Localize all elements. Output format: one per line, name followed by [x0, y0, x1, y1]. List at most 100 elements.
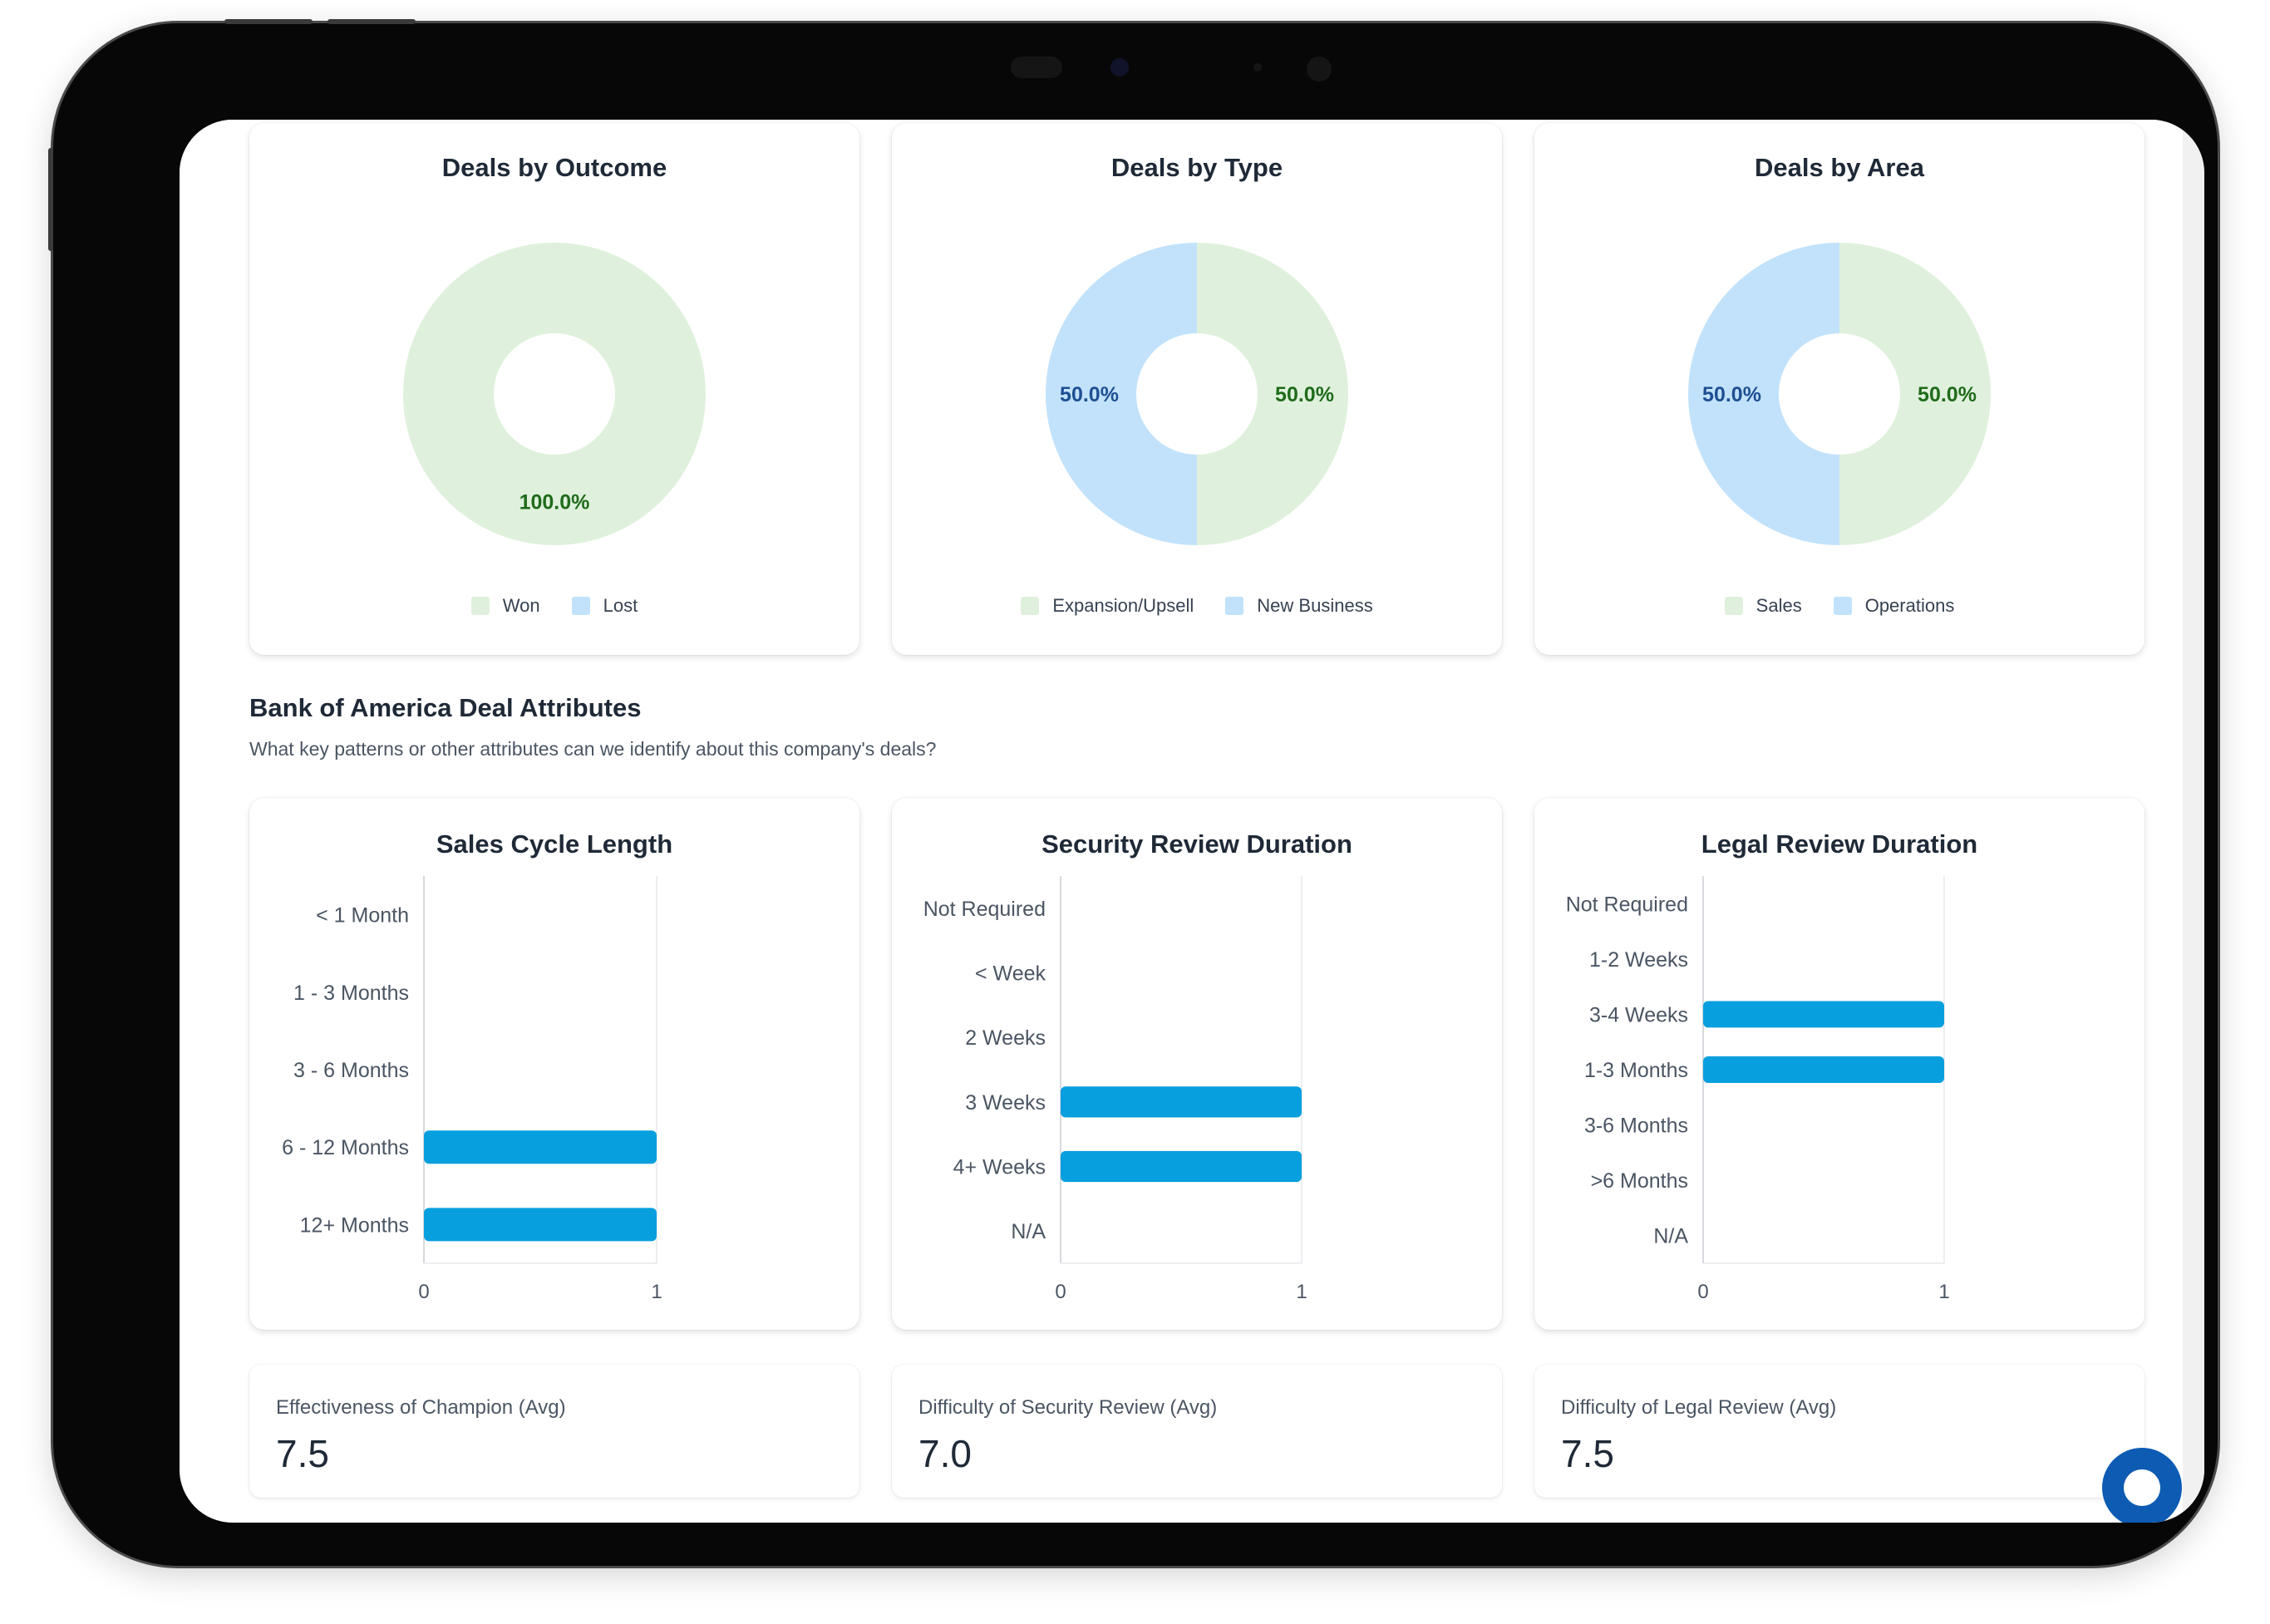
legend-label: Expansion/Upsell	[1052, 595, 1194, 616]
legend-item-expansion[interactable]: Expansion/Upsell	[1021, 595, 1194, 617]
legal-review-duration-card: Legal Review Duration Not Required 1-2 We…	[1534, 798, 2144, 1330]
champion-effectiveness-card: Effectiveness of Champion (Avg) 7.5	[249, 1365, 859, 1498]
category-label: Not Required	[1566, 893, 1688, 916]
chart-legend: Won Lost	[249, 595, 859, 617]
stat-value: 7.0	[918, 1432, 972, 1475]
pie-slice[interactable]	[402, 243, 706, 545]
stat-label: Difficulty of Legal Review (Avg)	[1561, 1396, 1837, 1419]
donut-chart: 50.0% 50.0%	[1688, 243, 1991, 545]
chart-title: Deals by Area	[1755, 153, 1924, 182]
chart-title: Sales Cycle Length	[436, 829, 673, 859]
sales-cycle-length-card: Sales Cycle Length < 1 Month 1 - 3 Months…	[249, 798, 859, 1330]
chart-title: Security Review Duration	[1041, 829, 1352, 859]
dashboard-content: Deals by Outcome 100.0% Won Lost Deals b…	[180, 120, 2183, 1523]
chat-icon	[2124, 1469, 2160, 1506]
category-label: 3 Weeks	[965, 1091, 1046, 1115]
sensor-icon	[1253, 63, 1262, 71]
bar[interactable]	[424, 1130, 657, 1164]
category-label: Not Required	[923, 898, 1046, 921]
category-label: 1 - 3 Months	[293, 982, 409, 1005]
bar[interactable]	[1703, 1056, 1944, 1083]
chart-title: Deals by Type	[1110, 153, 1283, 182]
chart-legend: Sales Operations	[1534, 595, 2144, 617]
stat-label: Difficulty of Security Review (Avg)	[918, 1396, 1218, 1419]
sensor-icon	[1307, 57, 1332, 81]
category-label: 4+ Weeks	[953, 1156, 1046, 1179]
legend-label: Sales	[1755, 595, 1802, 616]
legend-item-lost[interactable]: Lost	[571, 595, 638, 617]
volume-button	[224, 19, 313, 24]
legend-label: Lost	[603, 595, 638, 616]
category-label: 2 Weeks	[965, 1026, 1046, 1050]
category-label: 6 - 12 Months	[282, 1136, 409, 1159]
stat-value: 7.5	[1561, 1432, 1614, 1475]
donut-chart: 50.0% 50.0%	[1046, 243, 1348, 545]
legend-item-operations[interactable]: Operations	[1833, 595, 1955, 617]
pie-slice[interactable]	[1197, 243, 1348, 545]
pie-slice[interactable]	[1839, 243, 1991, 545]
legend-item-sales[interactable]: Sales	[1724, 595, 1802, 617]
stat-value: 7.5	[276, 1432, 329, 1475]
category-label: 1-3 Months	[1584, 1059, 1688, 1082]
section-subtitle: What key patterns or other attributes ca…	[249, 738, 937, 760]
category-label: N/A	[1653, 1225, 1688, 1248]
security-review-difficulty-card: Difficulty of Security Review (Avg) 7.0	[892, 1365, 1502, 1498]
bar-chart: Not Required 1-2 Weeks 3-4 Weeks 1-3 Months…	[1566, 876, 1950, 1303]
camera-icon	[1110, 58, 1129, 76]
chart-title: Legal Review Duration	[1701, 829, 1978, 859]
slice-label: 100.0%	[519, 491, 590, 514]
legend-label: New Business	[1257, 595, 1373, 616]
pie-slice[interactable]	[1046, 243, 1197, 545]
chat-button[interactable]	[2102, 1448, 2182, 1523]
pie-slice[interactable]	[1688, 243, 1839, 545]
legend-swatch	[1724, 597, 1743, 615]
category-label: < 1 Month	[316, 904, 409, 928]
legend-label: Operations	[1864, 595, 1955, 616]
camera-bar	[953, 50, 1352, 83]
legend-swatch	[1021, 597, 1040, 615]
chart-title: Deals by Outcome	[441, 153, 667, 182]
category-label: 1-2 Weeks	[1589, 948, 1688, 972]
bar[interactable]	[1703, 1001, 1944, 1028]
x-tick-label: 1	[1296, 1281, 1307, 1303]
category-label: 3-6 Months	[1584, 1115, 1688, 1138]
x-tick-label: 0	[1697, 1281, 1708, 1303]
legend-swatch	[1833, 597, 1852, 615]
tablet-frame: Deals by Outcome 100.0% Won Lost Deals b…	[48, 19, 2218, 1566]
legend-swatch	[571, 597, 590, 615]
power-button	[48, 148, 53, 251]
category-label: 3-4 Weeks	[1589, 1003, 1688, 1026]
x-tick-label: 1	[651, 1281, 662, 1303]
deals-by-type-card: Deals by Type 50.0% 50.0% Expansion/Upsel…	[892, 123, 1502, 655]
x-tick-label: 1	[1938, 1281, 1949, 1303]
section-title: Bank of America Deal Attributes	[249, 693, 642, 722]
sensor-icon	[1011, 57, 1062, 78]
legend-item-won[interactable]: Won	[470, 595, 540, 617]
legend-label: Won	[502, 595, 540, 616]
deals-by-area-card: Deals by Area 50.0% 50.0% Sales Operation…	[1534, 123, 2144, 655]
chart-legend: Expansion/Upsell New Business	[892, 595, 1502, 617]
slice-label: 50.0%	[1060, 383, 1119, 406]
category-label: 3 - 6 Months	[293, 1059, 409, 1082]
bar[interactable]	[424, 1208, 657, 1242]
screen: Deals by Outcome 100.0% Won Lost Deals b…	[180, 120, 2204, 1523]
slice-label: 50.0%	[1918, 383, 1977, 406]
x-tick-label: 0	[1055, 1281, 1066, 1303]
category-label: 12+ Months	[300, 1213, 409, 1237]
legend-swatch	[470, 597, 490, 615]
category-label: < Week	[975, 962, 1046, 986]
legal-review-difficulty-card: Difficulty of Legal Review (Avg) 7.5	[1534, 1365, 2144, 1498]
category-label: N/A	[1011, 1220, 1046, 1243]
legend-item-new-business[interactable]: New Business	[1225, 595, 1373, 617]
legend-swatch	[1225, 597, 1244, 615]
category-label: >6 Months	[1591, 1169, 1688, 1193]
bar[interactable]	[1061, 1150, 1302, 1183]
volume-button	[327, 19, 416, 24]
scrollbar[interactable]	[2183, 120, 2204, 1523]
security-review-duration-card: Security Review Duration Not Required < W…	[892, 798, 1502, 1330]
bar[interactable]	[1061, 1086, 1302, 1118]
deals-by-outcome-card: Deals by Outcome 100.0% Won Lost	[249, 123, 859, 655]
donut-chart: 100.0%	[402, 243, 706, 545]
bar-chart: Not Required < Week 2 Weeks 3 Weeks 4+ Weeks…	[923, 876, 1307, 1303]
slice-label: 50.0%	[1702, 383, 1761, 406]
